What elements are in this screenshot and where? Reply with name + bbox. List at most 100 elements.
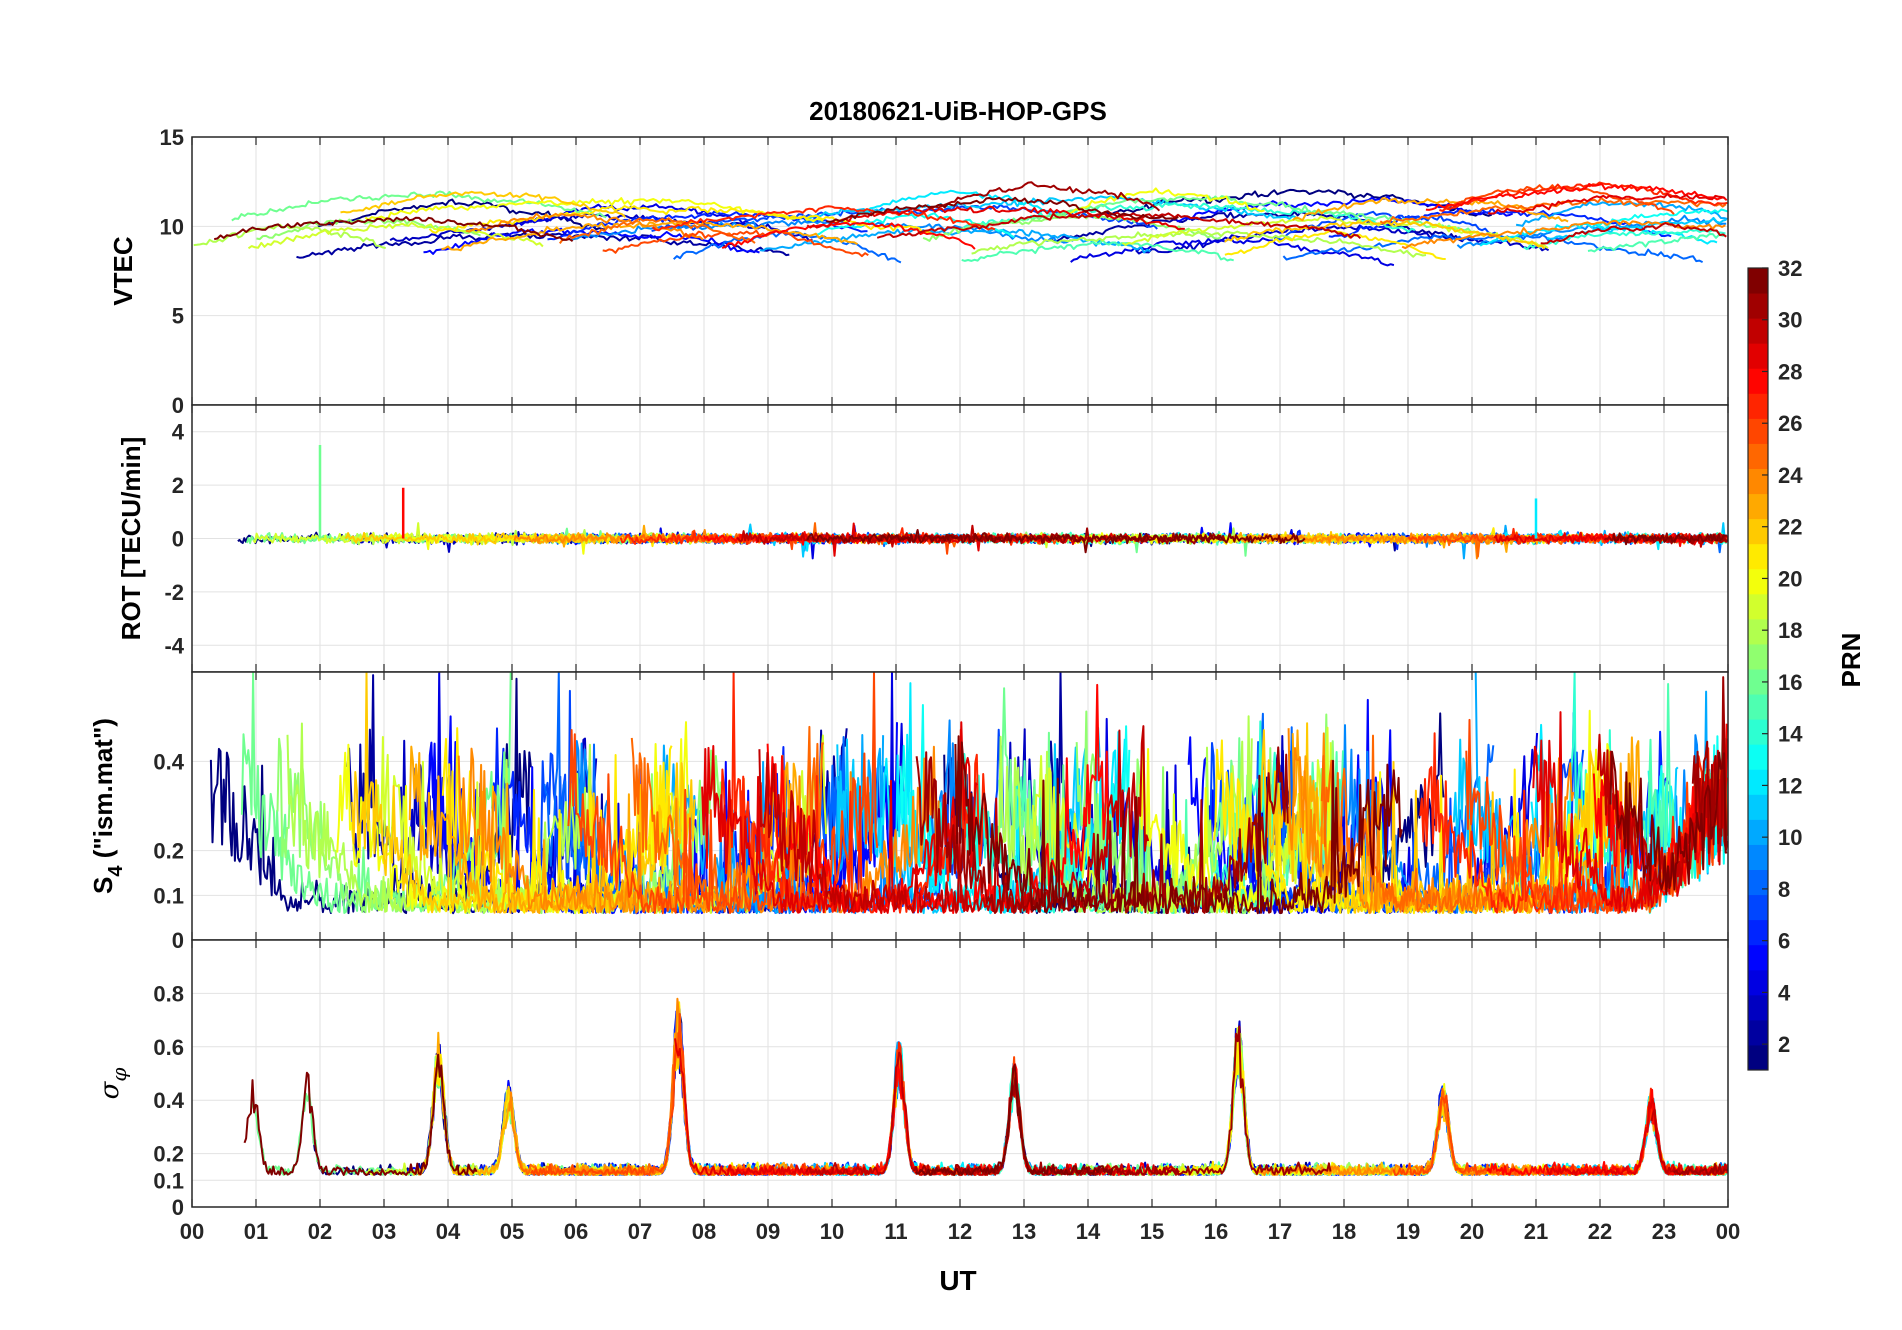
colorbar-segment (1748, 418, 1768, 444)
series-line-prn-32 (1609, 750, 1728, 896)
series-group (243, 997, 1728, 1176)
y-tick-label: 0 (172, 393, 184, 418)
colorbar-segment (1748, 343, 1768, 369)
x-tick-label: 16 (1204, 1219, 1228, 1244)
series-line-prn-31 (928, 181, 1161, 212)
series-line-prn-7 (1273, 210, 1505, 241)
x-tick-label: 19 (1396, 1219, 1420, 1244)
x-tick-label: 10 (820, 1219, 844, 1244)
y-tick-label: 0.1 (153, 883, 184, 908)
x-tick-label: 01 (244, 1219, 268, 1244)
colorbar-segment (1748, 844, 1768, 870)
series-line-prn-27 (1419, 732, 1714, 914)
series-line-prn-30 (1540, 222, 1727, 245)
series-group (209, 672, 1728, 915)
series-line-prn-23 (1292, 197, 1569, 223)
colorbar-tick-label: 20 (1778, 566, 1802, 591)
y-tick-label: -2 (164, 580, 184, 605)
colorbar-tick-label: 32 (1778, 256, 1802, 281)
series-line-prn-31 (1691, 676, 1728, 855)
y-tick-label: 0.2 (153, 839, 184, 864)
x-tick-label: 08 (692, 1219, 716, 1244)
colorbar-segment (1748, 919, 1768, 946)
y-tick-label: 4 (172, 420, 185, 445)
series-group (193, 181, 1728, 267)
colorbar-segment (1748, 543, 1768, 570)
colorbar-segment (1748, 669, 1768, 695)
x-tick-label: 22 (1588, 1219, 1612, 1244)
colorbar-segment (1748, 744, 1768, 770)
x-tick-label: 17 (1268, 1219, 1292, 1244)
colorbar-segment (1748, 1019, 1768, 1046)
series-line-prn-14 (1523, 228, 1726, 251)
y-axis-label: ROT [TECU/min] (116, 437, 146, 641)
x-tick-label: 18 (1332, 1219, 1356, 1244)
series-line-prn-32 (806, 529, 1306, 554)
series-line-prn-18 (971, 230, 1427, 258)
colorbar-segment (1748, 1044, 1768, 1071)
colorbar-segment (1748, 293, 1768, 319)
colorbar-tick-label: 8 (1778, 877, 1790, 902)
x-tick-label: 03 (372, 1219, 396, 1244)
y-tick-label: 2 (172, 473, 184, 498)
series-line-prn-22 (340, 190, 626, 218)
series-line-prn-30 (758, 725, 1150, 914)
y-tick-label: 0.2 (153, 1142, 184, 1167)
y-tick-label: 10 (160, 214, 184, 239)
colorbar-segment (1748, 518, 1768, 545)
x-tick-label: 06 (564, 1219, 588, 1244)
colorbar-segment (1748, 694, 1768, 720)
series-line-prn-26 (602, 229, 869, 258)
colorbar-tick-label: 24 (1778, 463, 1803, 488)
y-tick-label: 0.4 (153, 1088, 184, 1113)
colorbar-segment (1748, 819, 1768, 845)
series-line-prn-12 (851, 189, 1053, 219)
x-tick-label: 09 (756, 1219, 780, 1244)
series-line-prn-18 (193, 223, 386, 249)
series-line-prn-31 (1672, 1162, 1728, 1176)
colorbar-tick-label: 4 (1778, 980, 1791, 1005)
series-line-prn-3 (1135, 224, 1550, 255)
chart-title: 20180621-UiB-HOP-GPS (809, 96, 1107, 126)
y-tick-label: 15 (160, 125, 184, 150)
y-axis-label: σφ (95, 1068, 131, 1100)
series-line-prn-19 (1121, 215, 1549, 249)
colorbar-tick-label: 10 (1778, 825, 1802, 850)
x-tick-label: 05 (500, 1219, 524, 1244)
y-tick-label: 5 (172, 304, 184, 329)
x-tick-label: 14 (1076, 1219, 1101, 1244)
colorbar-tick-label: 12 (1778, 773, 1802, 798)
x-tick-label: 12 (948, 1219, 972, 1244)
colorbar-tick-label: 2 (1778, 1032, 1790, 1057)
colorbar-frame (1747, 267, 1769, 1071)
panel-vtec: 0 5 10 15 VTEC (108, 125, 1729, 418)
colorbar-segment (1748, 468, 1768, 495)
y-axis-label: VTEC (108, 236, 138, 306)
y-tick-label: 0.4 (153, 749, 184, 774)
y-axis-label: S4 ("ism.mat") (88, 718, 127, 894)
series-line-prn-25 (1379, 197, 1727, 225)
y-tick-label: -4 (164, 633, 184, 658)
colorbar-segment (1748, 643, 1768, 670)
x-tick-label: 04 (436, 1219, 461, 1244)
series-line-prn-29 (1532, 711, 1728, 914)
series-line-prn-30 (876, 211, 1362, 240)
series-line-prn-32 (954, 735, 1403, 915)
colorbar-tick-label: 6 (1778, 929, 1790, 954)
colorbar-tick-label: 28 (1778, 359, 1802, 384)
panel-rot: -4 -2 0 2 4 ROT [TECU/min] (116, 404, 1729, 673)
colorbar-label: PRN (1836, 633, 1866, 688)
series-line-prn-32 (826, 196, 1179, 223)
y-tick-label: 0.1 (153, 1168, 184, 1193)
colorbar-segment (1748, 944, 1768, 971)
colorbar-segment (1748, 994, 1768, 1021)
series-line-prn-19 (247, 221, 544, 250)
series-line-prn-23 (408, 745, 800, 914)
y-tick-label: 0.8 (153, 981, 184, 1006)
x-tick-label: 02 (308, 1219, 332, 1244)
colorbar-segment (1748, 393, 1768, 419)
colorbar-segment (1748, 268, 1768, 294)
colorbar-tick-label: 18 (1778, 618, 1802, 643)
